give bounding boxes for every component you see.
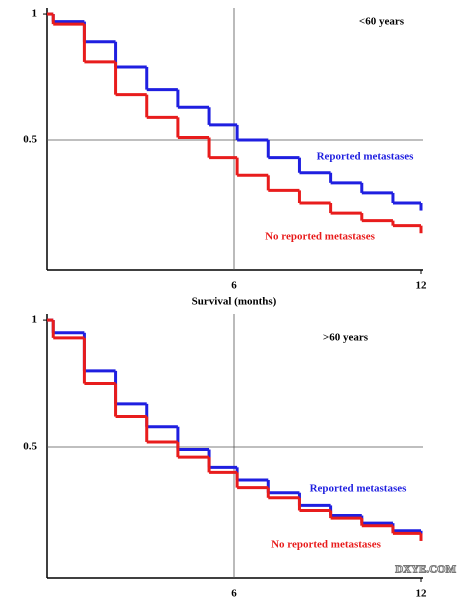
watermark: DXYE.COM [395, 564, 456, 576]
y-tick-label: 1 [32, 8, 38, 20]
x-tick-label: 12 [416, 280, 428, 292]
x-axis-label: Survival (months) [192, 296, 277, 308]
x-tick-label: 6 [231, 280, 237, 292]
series-label: No reported metastases [265, 231, 375, 243]
series-label: No reported metastases [271, 539, 381, 551]
series-label: Reported metastases [310, 483, 408, 495]
series-label: Reported metastases [317, 151, 415, 163]
y-tick-label: 0.5 [23, 441, 37, 453]
x-tick-label: 12 [416, 588, 428, 600]
x-tick-label: 6 [231, 588, 237, 600]
y-tick-label: 0.5 [23, 134, 37, 146]
y-tick-label: 1 [32, 314, 38, 326]
annotation: <60 years [359, 16, 405, 28]
annotation: >60 years [323, 332, 369, 344]
